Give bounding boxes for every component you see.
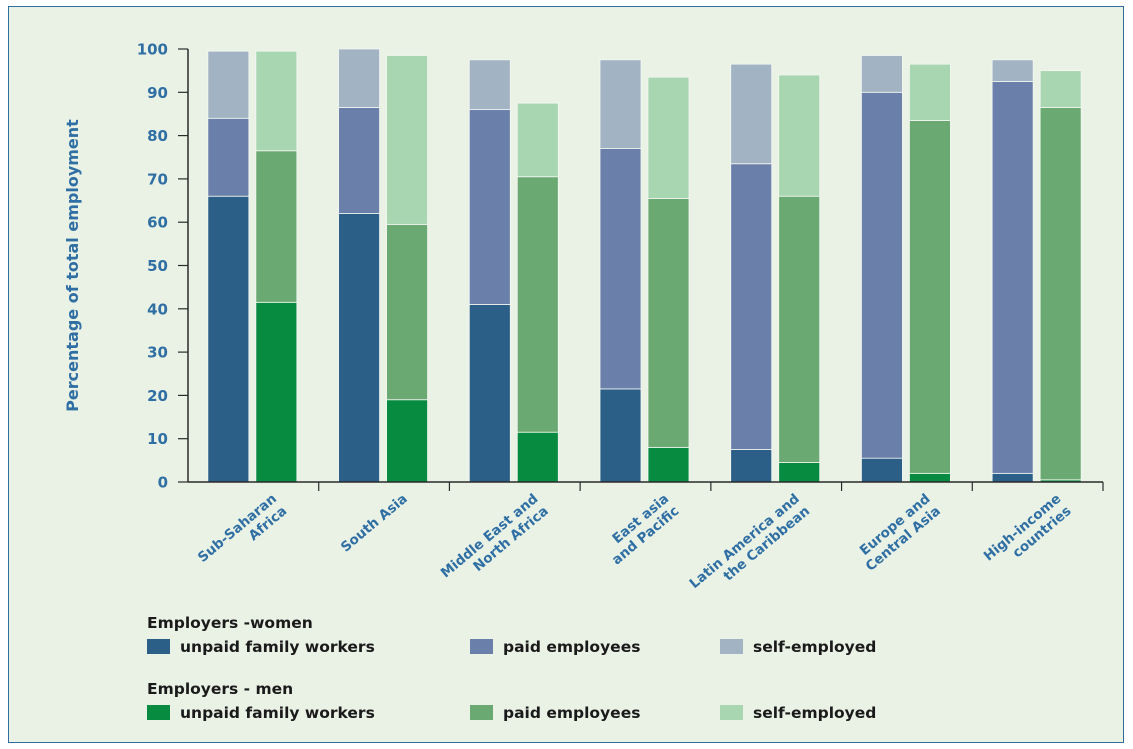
bar-segment bbox=[730, 163, 773, 450]
x-category-label: East asiaand Pacific bbox=[599, 491, 683, 568]
bar-segment bbox=[468, 109, 511, 305]
y-tick-label: 20 bbox=[147, 387, 168, 405]
y-tick-label: 50 bbox=[147, 257, 168, 275]
bars-layer bbox=[207, 48, 1082, 483]
y-axis-label: Percentage of total employment bbox=[63, 119, 82, 412]
legend: Employers -women unpaid family workers pai… bbox=[147, 614, 876, 722]
bar-segment bbox=[207, 50, 250, 119]
y-ticks-layer: 0 10 20 30 40 50 60 70 80 90 100 bbox=[137, 41, 168, 492]
bar-segment bbox=[861, 91, 903, 459]
legend-swatch bbox=[720, 639, 743, 654]
legend-swatch bbox=[147, 639, 170, 654]
y-tick-label: 0 bbox=[158, 474, 168, 492]
bar-segment bbox=[1039, 107, 1082, 481]
bar-segment bbox=[255, 50, 298, 152]
y-tick-label: 30 bbox=[147, 344, 168, 362]
x-categories-layer: Sub-SaharanAfrica South Asia Middle East a… bbox=[195, 491, 1075, 604]
bar-segment bbox=[778, 462, 821, 483]
legend-entry-label: self-employed bbox=[753, 704, 876, 722]
bar-segment bbox=[338, 107, 380, 214]
x-category-label: Middle East andNorth Africa bbox=[438, 491, 552, 594]
bar-segment bbox=[207, 195, 250, 483]
bar-segment bbox=[599, 388, 642, 483]
y-tick-label: 40 bbox=[147, 300, 168, 318]
y-tick-label: 60 bbox=[147, 214, 168, 232]
legend-entry-label: unpaid family workers bbox=[180, 638, 375, 656]
x-category-label: Latin America andthe Caribbean bbox=[687, 491, 813, 604]
bar-segment bbox=[338, 213, 380, 483]
bar-segment bbox=[207, 117, 250, 197]
bar-segment bbox=[599, 148, 642, 390]
bar-segment bbox=[468, 59, 511, 111]
bar-segment bbox=[516, 431, 559, 483]
bar-segment bbox=[516, 102, 559, 178]
x-category-line: Latin America and bbox=[687, 491, 803, 592]
legend-entry-label: self-employed bbox=[753, 638, 876, 656]
bar-segment bbox=[730, 449, 773, 483]
bar-segment bbox=[991, 59, 1034, 82]
bar-segment bbox=[647, 446, 690, 483]
x-category-label: Sub-SaharanAfrica bbox=[195, 491, 290, 578]
bar-segment bbox=[468, 304, 511, 483]
bar-segment bbox=[647, 197, 690, 448]
bar-segment bbox=[991, 81, 1034, 474]
legend-swatch bbox=[147, 705, 170, 720]
bar-segment bbox=[255, 150, 298, 303]
x-category-label: South Asia bbox=[338, 491, 411, 556]
legend-swatch bbox=[720, 705, 743, 720]
bar-segment bbox=[909, 120, 951, 474]
legend-group-title: Employers - men bbox=[147, 680, 293, 698]
bar-segment bbox=[516, 176, 559, 433]
x-category-line: South Asia bbox=[338, 491, 411, 556]
bar-segment bbox=[1039, 70, 1082, 108]
y-tick-label: 90 bbox=[147, 84, 168, 102]
x-category-label: High-incomecountries bbox=[981, 491, 1075, 577]
legend-group-title: Employers -women bbox=[147, 614, 313, 632]
y-tick-label: 10 bbox=[147, 430, 168, 448]
legend-swatch bbox=[470, 639, 493, 654]
bar-segment bbox=[599, 59, 642, 149]
legend-entry-label: unpaid family workers bbox=[180, 704, 375, 722]
bar-segment bbox=[386, 55, 428, 225]
bar-segment bbox=[647, 76, 690, 199]
y-tick-label: 100 bbox=[137, 41, 168, 59]
legend-swatch bbox=[470, 705, 493, 720]
legend-entry-label: paid employees bbox=[503, 638, 640, 656]
y-tick-label: 70 bbox=[147, 170, 168, 188]
bar-segment bbox=[861, 55, 903, 93]
bar-segment bbox=[255, 301, 298, 483]
bar-segment bbox=[778, 195, 821, 463]
x-category-label: Europe andCentral Asia bbox=[852, 491, 943, 575]
bar-segment bbox=[909, 63, 951, 121]
y-tick-label: 80 bbox=[147, 127, 168, 145]
bar-segment bbox=[386, 399, 428, 483]
bar-segment bbox=[778, 74, 821, 197]
legend-entry-label: paid employees bbox=[503, 704, 640, 722]
bar-segment bbox=[991, 472, 1034, 483]
bar-segment bbox=[730, 63, 773, 165]
bar-segment bbox=[909, 472, 951, 483]
bar-segment bbox=[861, 457, 903, 483]
bar-segment bbox=[386, 223, 428, 401]
bar-segment bbox=[338, 48, 380, 108]
axes-layer bbox=[178, 48, 1104, 491]
